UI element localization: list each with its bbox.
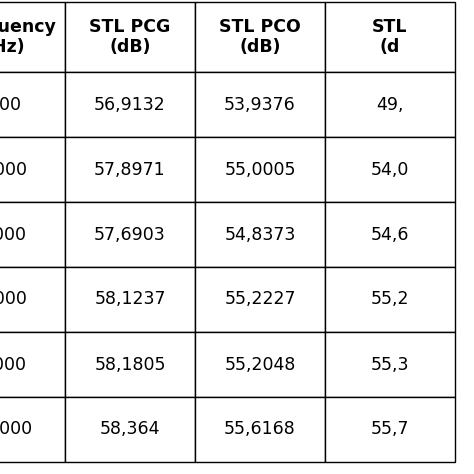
Text: 54,8373: 54,8373 <box>224 226 296 244</box>
Bar <box>325 72 455 137</box>
Bar <box>0 332 65 397</box>
Text: 55,2048: 55,2048 <box>224 356 296 374</box>
Text: STL PCO
(dB): STL PCO (dB) <box>219 18 301 56</box>
Bar <box>0 202 65 267</box>
Bar <box>195 397 325 462</box>
Bar <box>65 332 195 397</box>
Bar <box>195 202 325 267</box>
Text: 4000: 4000 <box>0 291 27 309</box>
Bar <box>325 397 455 462</box>
Text: STL PCG
(dB): STL PCG (dB) <box>89 18 171 56</box>
Bar <box>325 267 455 332</box>
Bar <box>0 2 65 72</box>
Text: 55,2: 55,2 <box>371 291 409 309</box>
Text: 58,364: 58,364 <box>100 420 160 438</box>
Bar <box>325 332 455 397</box>
Bar <box>65 72 195 137</box>
Bar <box>0 397 65 462</box>
Bar <box>65 2 195 72</box>
Bar <box>195 137 325 202</box>
Bar <box>195 72 325 137</box>
Text: 58,1805: 58,1805 <box>94 356 166 374</box>
Text: 55,0005: 55,0005 <box>224 161 296 179</box>
Bar <box>65 267 195 332</box>
Bar <box>195 267 325 332</box>
Bar <box>325 2 455 72</box>
Bar <box>65 137 195 202</box>
Bar <box>325 137 455 202</box>
Text: 54,6: 54,6 <box>371 226 409 244</box>
Text: 49,: 49, <box>376 95 404 113</box>
Text: 54,0: 54,0 <box>371 161 409 179</box>
Text: 55,6168: 55,6168 <box>224 420 296 438</box>
Bar <box>195 332 325 397</box>
Text: 16000: 16000 <box>0 420 33 438</box>
Bar <box>65 202 195 267</box>
Text: STL
(d: STL (d <box>372 18 408 56</box>
Bar <box>0 72 65 137</box>
Text: 1000: 1000 <box>0 161 27 179</box>
Text: 58,1237: 58,1237 <box>94 291 166 309</box>
Bar <box>325 202 455 267</box>
Text: 55,2227: 55,2227 <box>224 291 296 309</box>
Bar <box>0 267 65 332</box>
Text: 2000: 2000 <box>0 226 27 244</box>
Text: Frequency
(Hz): Frequency (Hz) <box>0 18 56 56</box>
Text: 56,9132: 56,9132 <box>94 95 166 113</box>
Text: 57,6903: 57,6903 <box>94 226 166 244</box>
Text: 57,8971: 57,8971 <box>94 161 166 179</box>
Text: 53,9376: 53,9376 <box>224 95 296 113</box>
Bar <box>195 2 325 72</box>
Bar <box>0 137 65 202</box>
Bar <box>65 397 195 462</box>
Text: 55,3: 55,3 <box>371 356 409 374</box>
Text: 500: 500 <box>0 95 21 113</box>
Text: 8000: 8000 <box>0 356 27 374</box>
Text: 55,7: 55,7 <box>371 420 409 438</box>
